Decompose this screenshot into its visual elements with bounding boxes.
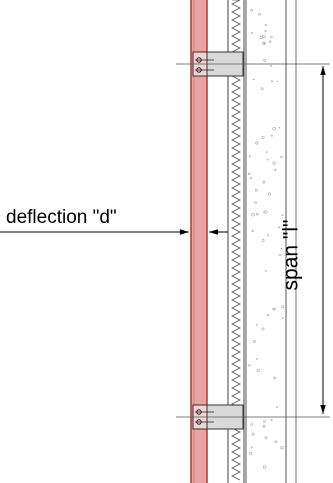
concrete-speckle [270,80,273,83]
concrete-speckle [264,269,267,272]
concrete-speckle [263,211,266,214]
concrete-speckle [259,35,263,39]
concrete-speckle [257,12,261,16]
concrete-speckle [266,313,270,317]
concrete-speckle [262,34,266,39]
concrete-speckle [278,226,281,229]
concrete-speckle [272,161,276,165]
concrete-speckles [247,8,285,469]
concrete-speckle [261,238,265,242]
concrete-speckle [266,151,268,153]
concrete-speckle [256,323,258,326]
concrete-speckle [263,419,266,423]
concrete-speckle [252,78,255,81]
concrete-speckle [251,432,255,436]
concrete-speckle [266,158,269,161]
concrete-speckle [254,201,257,204]
bottom-bracket [176,404,330,430]
concrete-speckle [250,31,253,34]
concrete-speckle [274,168,277,171]
concrete-speckle [255,141,259,145]
cladding-panel [190,0,208,483]
concrete-speckle [261,327,265,331]
insulation-layer [227,0,245,483]
concrete-speckle [255,212,259,216]
concrete-speckle [278,253,281,257]
concrete-speckle [270,418,273,421]
concrete-speckle [251,229,254,233]
concrete-speckle [270,35,273,39]
concrete-speckle [262,180,266,184]
concrete-speckle [280,155,283,159]
concrete-speckle [247,172,251,176]
concrete-speckle [256,357,258,360]
concrete-speckle [276,406,279,409]
concrete-speckle [281,305,285,309]
concrete-speckle [263,42,266,45]
concrete-speckle [252,340,256,343]
concrete-speckle [276,80,279,83]
concrete-speckle [278,126,281,129]
insulation-zigzag [231,0,241,481]
concrete-speckle [250,8,254,12]
concrete-speckle [260,87,264,91]
top-bracket [176,51,330,77]
concrete-speckle [281,214,284,217]
concrete-speckle [270,64,273,67]
concrete-speckle [254,188,258,192]
concrete-speckle [272,127,276,131]
concrete-speckle [273,376,276,380]
concrete-speckle [262,41,266,45]
concrete-wall [245,0,297,483]
concrete-speckle [264,24,267,27]
concrete-speckle [256,368,260,372]
concrete-speckle [264,210,268,214]
concrete-speckle [264,436,268,440]
concrete-speckle [267,192,271,196]
concrete-speckle [249,177,253,180]
concrete-speckle [274,440,278,444]
concrete-speckle [248,364,251,367]
concrete-speckle [280,247,283,250]
concrete-speckle [280,446,284,450]
concrete-speckle [250,423,253,426]
concrete-speckle [263,58,267,62]
concrete-speckle [250,446,253,449]
concrete-speckle [270,134,273,137]
concrete-speckle [262,424,266,428]
concrete-speckle [281,317,284,320]
concrete-speckle [267,234,270,237]
span-label: span "l" [279,219,303,291]
deflection-label: deflection "d" [6,207,117,228]
concrete-speckle [251,212,255,217]
concrete-speckle [263,465,267,469]
concrete-speckle [264,29,267,33]
concrete-speckle [249,451,253,456]
concrete-speckle [272,307,275,310]
concrete-speckle [269,40,272,43]
concrete-speckle [248,155,251,158]
concrete-speckle [261,135,265,139]
